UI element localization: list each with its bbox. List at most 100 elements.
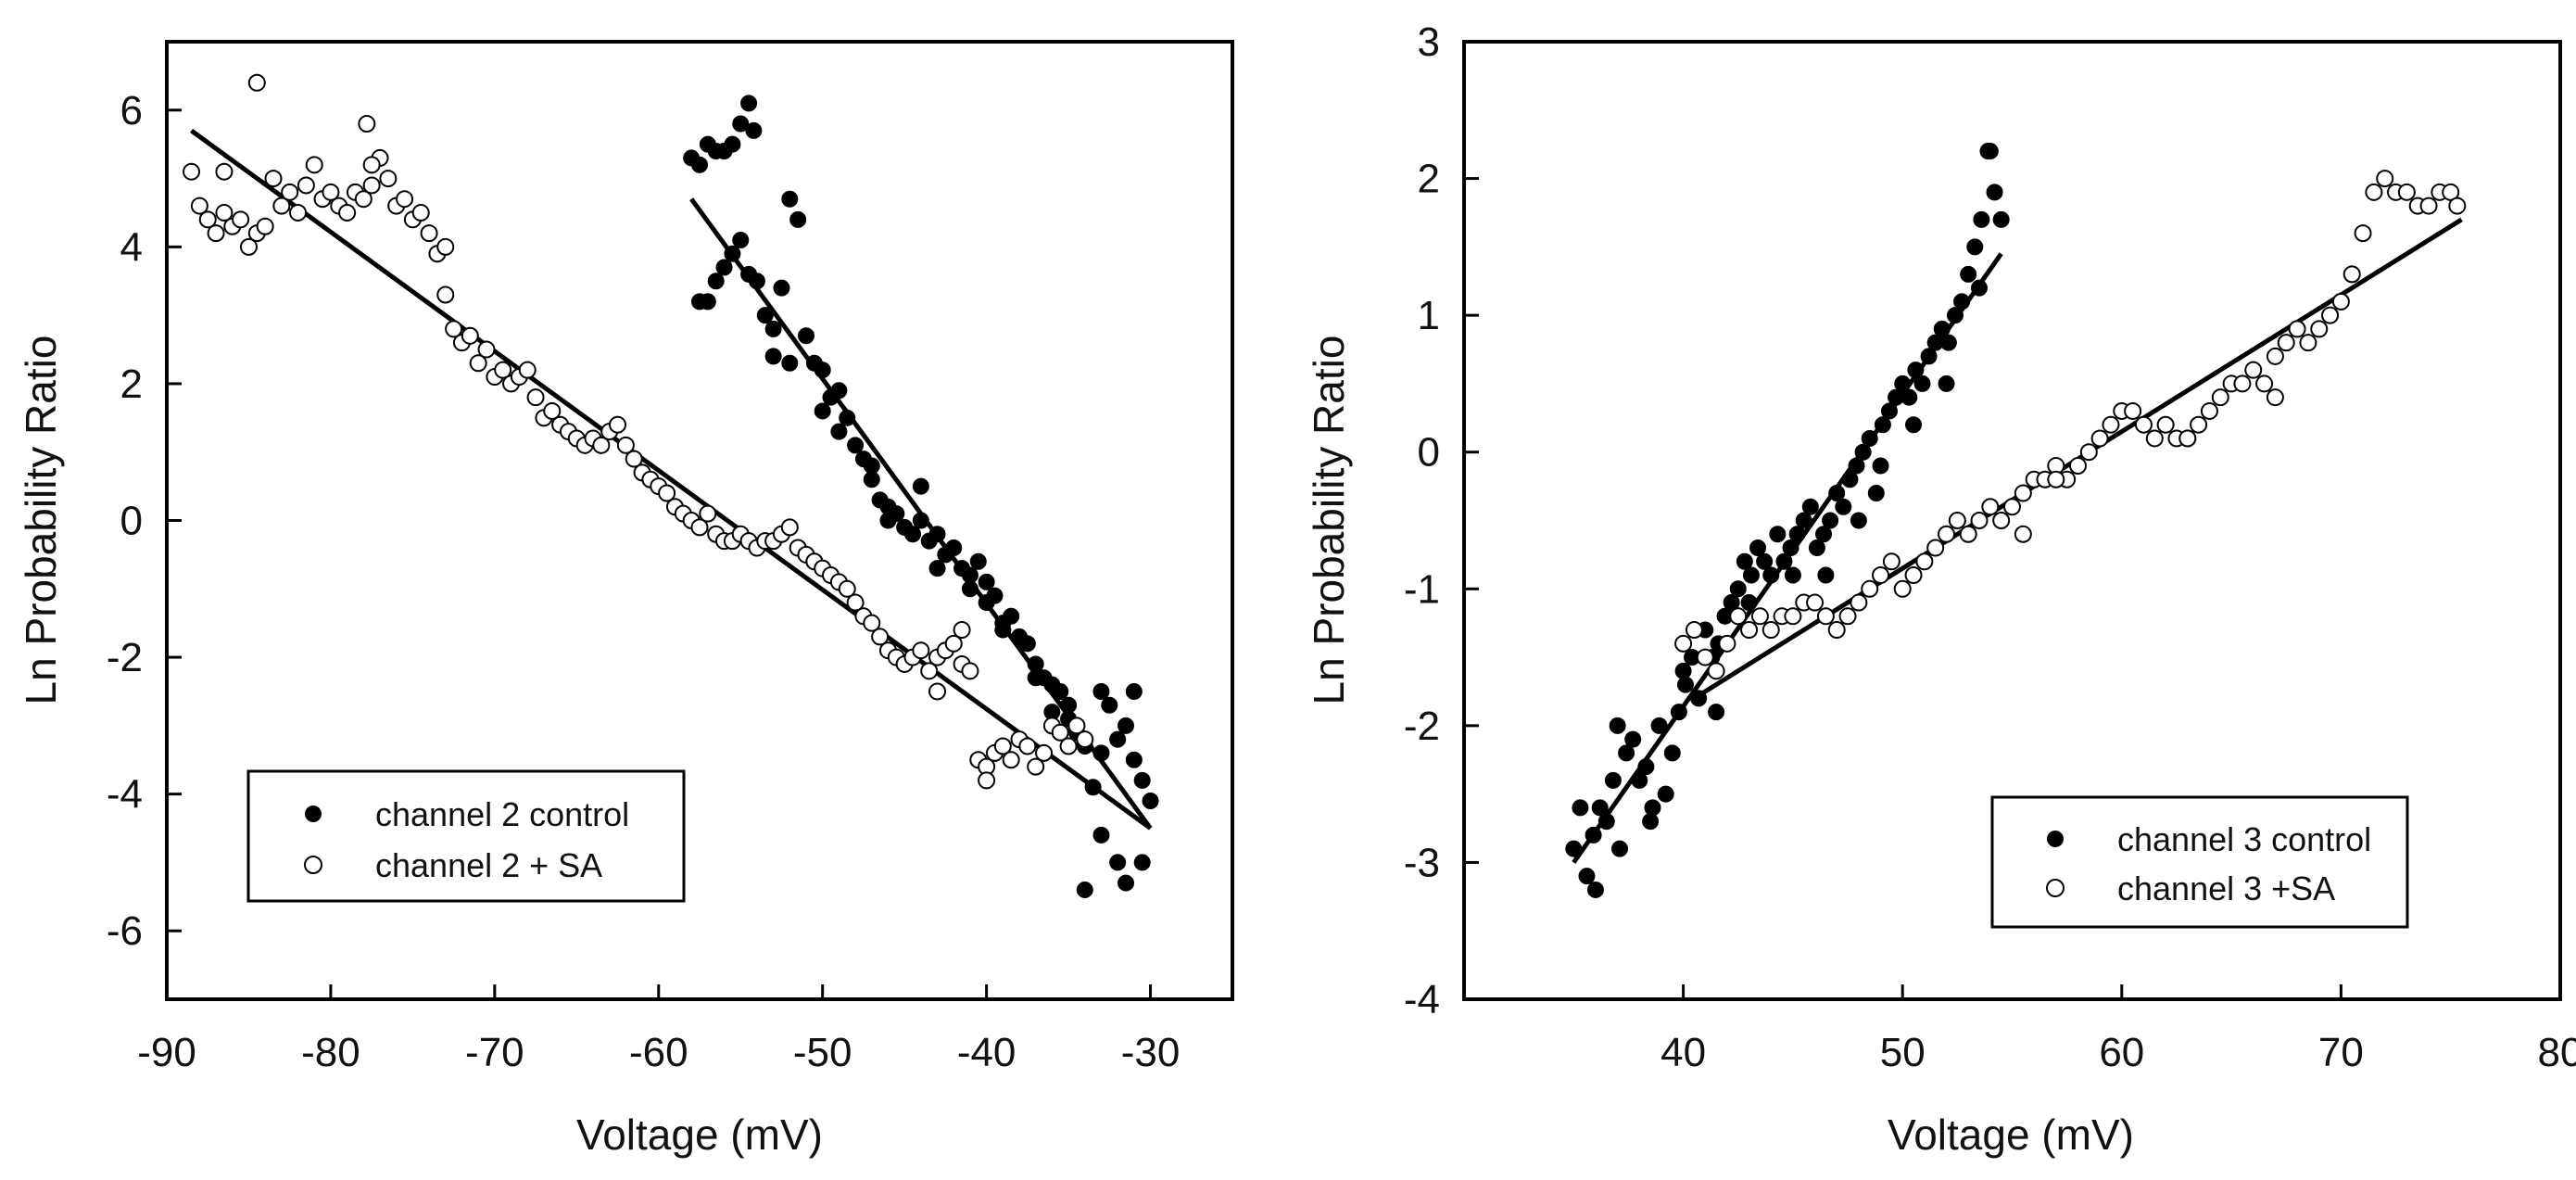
data-point-sa xyxy=(2233,374,2252,393)
data-point-control xyxy=(1938,374,1955,392)
data-point-sa xyxy=(2124,401,2142,420)
data-point-control xyxy=(707,273,725,290)
data-point-control xyxy=(732,231,750,248)
x-tick-label: -30 xyxy=(1121,1030,1181,1075)
data-point-control xyxy=(1782,539,1799,557)
legend-marker-filled xyxy=(305,806,322,822)
data-point-sa xyxy=(1827,621,1846,640)
data-point-control xyxy=(1848,457,1865,475)
data-point-sa xyxy=(1893,579,1912,598)
data-point-control xyxy=(1933,320,1951,337)
data-point-sa xyxy=(625,450,643,468)
data-point-sa xyxy=(445,320,463,338)
data-point-sa xyxy=(2211,388,2229,407)
data-point-control xyxy=(1841,471,1859,488)
data-point-control xyxy=(1133,854,1151,871)
y-tick-label: 0 xyxy=(1418,430,1440,476)
data-point-control xyxy=(1907,362,1925,379)
data-point-control xyxy=(1815,526,1833,543)
data-point-control xyxy=(1637,758,1655,776)
data-point-sa xyxy=(2376,170,2394,188)
data-point-control xyxy=(1052,682,1069,700)
data-point-sa xyxy=(2266,347,2284,365)
data-point-sa xyxy=(912,641,930,660)
data-point-sa xyxy=(1002,751,1020,769)
data-point-control xyxy=(1644,799,1661,817)
data-point-control xyxy=(1657,785,1674,803)
data-point-sa xyxy=(2102,415,2120,434)
data-point-control xyxy=(1808,539,1825,557)
data-point-control xyxy=(764,320,782,337)
data-point-control xyxy=(1133,771,1151,789)
x-tick-label: -90 xyxy=(137,1030,196,1075)
data-point-control xyxy=(814,402,831,420)
data-point-sa xyxy=(2068,456,2087,475)
data-point-sa xyxy=(494,361,512,379)
data-point-control xyxy=(830,423,848,440)
data-point-sa xyxy=(1067,717,1086,735)
data-point-sa xyxy=(2310,320,2329,338)
data-point-sa xyxy=(2003,498,2021,516)
y-tick-label: -2 xyxy=(107,635,143,680)
y-tick-labels: 3 2 1 0 -1 -2 -3 -4 xyxy=(1404,19,1440,1022)
data-point-control xyxy=(1591,799,1609,817)
data-point-sa xyxy=(247,73,266,92)
data-point-sa xyxy=(322,183,340,201)
data-point-control xyxy=(1092,744,1110,762)
data-point-control xyxy=(1092,682,1110,700)
data-point-control xyxy=(1801,498,1819,515)
x-tick-label: 70 xyxy=(2318,1030,2364,1075)
data-point-control xyxy=(1920,348,1938,365)
legend-box xyxy=(1990,795,2409,929)
data-point-control xyxy=(1565,840,1583,857)
data-point-control xyxy=(1109,854,1127,871)
data-point-sa xyxy=(2244,361,2263,379)
data-point-control xyxy=(1597,813,1615,831)
data-point-control xyxy=(1676,676,1694,693)
data-point-control xyxy=(1960,265,1977,283)
data-point-control xyxy=(691,156,708,173)
data-point-control xyxy=(789,210,807,228)
data-point-sa xyxy=(1915,552,1934,571)
data-point-sa xyxy=(272,197,291,215)
data-point-control xyxy=(1572,799,1589,817)
data-point-sa xyxy=(1816,607,1835,626)
data-point-sa xyxy=(2145,429,2164,448)
data-point-sa xyxy=(379,170,398,188)
data-points xyxy=(183,73,1159,898)
data-point-sa xyxy=(2448,197,2467,215)
data-point-control xyxy=(1084,779,1102,796)
data-point-sa xyxy=(543,401,562,420)
data-point-control xyxy=(732,115,750,133)
data-point-control xyxy=(1775,552,1793,570)
data-point-sa xyxy=(256,217,274,235)
data-point-sa xyxy=(609,415,627,434)
data-point-sa xyxy=(2014,525,2032,543)
x-axis-title: Voltage (mV) xyxy=(576,1110,823,1159)
data-point-control xyxy=(1973,210,1990,228)
data-point-sa xyxy=(2134,415,2153,434)
data-point-sa xyxy=(1806,593,1825,612)
x-tick-label: -40 xyxy=(957,1030,1017,1075)
data-point-control xyxy=(748,273,765,290)
x-tick-label: 60 xyxy=(2099,1030,2144,1075)
x-tick-label: -60 xyxy=(629,1030,688,1075)
data-point-sa xyxy=(362,156,381,174)
data-points xyxy=(1565,143,2467,898)
x-tick-label: -50 xyxy=(793,1030,852,1075)
data-point-control xyxy=(1674,662,1692,679)
data-point-sa xyxy=(616,436,635,454)
data-point-control xyxy=(745,121,763,139)
data-point-control xyxy=(1861,429,1878,447)
data-point-control xyxy=(1736,552,1753,570)
data-point-sa xyxy=(2288,320,2306,338)
data-point-sa xyxy=(780,518,799,537)
data-point-sa xyxy=(1750,607,1769,626)
data-point-control xyxy=(1913,374,1931,392)
x-tick-label: 40 xyxy=(1661,1030,1706,1075)
data-point-sa xyxy=(846,593,865,612)
data-point-sa xyxy=(264,170,283,188)
data-point-sa xyxy=(477,340,496,359)
plot-frame xyxy=(1462,40,2562,1001)
data-point-sa xyxy=(944,634,963,653)
